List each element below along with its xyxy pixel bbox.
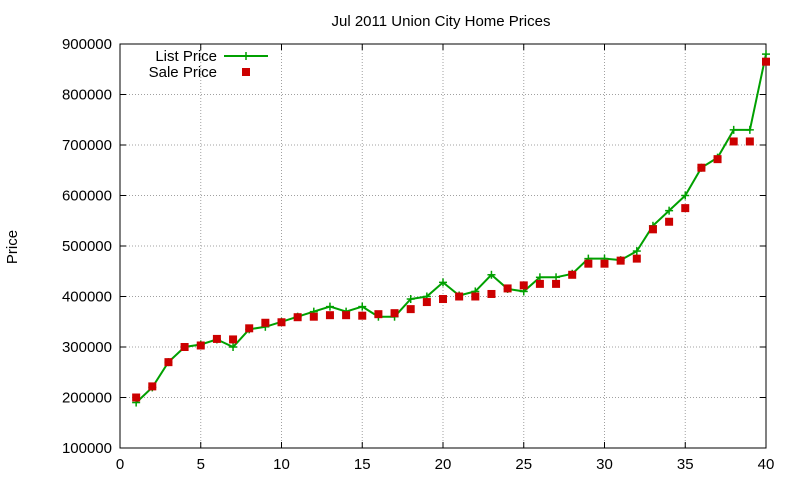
sale-price-point xyxy=(374,310,383,319)
sale-price-point xyxy=(745,137,754,146)
list-price-point xyxy=(681,191,690,200)
sale-price-point xyxy=(665,217,674,226)
series-group xyxy=(132,50,770,407)
sale-price-point xyxy=(245,324,254,333)
legend-marker-list-price xyxy=(242,52,250,60)
list-price-point xyxy=(487,270,496,279)
x-tick-label: 30 xyxy=(596,456,613,473)
list-price-point xyxy=(665,206,674,215)
axes: 0 5 10 15 20 25 30 35 40 100000 200000 300000 400000… xyxy=(62,36,774,473)
x-tick-label: 15 xyxy=(354,456,371,473)
sale-price-point xyxy=(455,292,464,301)
list-price-point xyxy=(762,50,770,59)
x-tick-label: 10 xyxy=(273,456,290,473)
sale-price-point xyxy=(471,292,480,301)
sale-price-point xyxy=(439,295,447,304)
list-price-point xyxy=(358,302,367,311)
sale-price-point xyxy=(325,311,334,320)
sale-price-point xyxy=(342,311,351,320)
sale-price-point xyxy=(552,279,561,288)
sale-price-point xyxy=(180,343,189,351)
y-tick-label: 100000 xyxy=(62,440,112,457)
y-tick-label: 300000 xyxy=(62,339,112,356)
y-axis-title: Price xyxy=(4,230,21,264)
x-tick-label: 20 xyxy=(435,456,452,473)
sale-price-point xyxy=(261,318,270,327)
list-price-point xyxy=(406,295,415,304)
sale-price-point xyxy=(713,155,722,164)
list-price-point xyxy=(632,247,641,256)
sale-price-point xyxy=(681,204,690,213)
sale-price-point xyxy=(309,312,318,321)
sale-price-point xyxy=(697,163,706,172)
list-price-point xyxy=(729,125,738,134)
sale-price-point xyxy=(422,298,431,307)
list-price-point xyxy=(229,343,238,351)
y-tick-label: 500000 xyxy=(62,238,112,255)
sale-price-point xyxy=(600,259,609,268)
list-price-point xyxy=(325,302,334,311)
y-tick-label: 800000 xyxy=(62,87,112,104)
legend: List Price Sale Price xyxy=(149,48,268,81)
x-tick-label: 25 xyxy=(515,456,532,473)
sale-price-point xyxy=(648,225,657,234)
sale-price-point xyxy=(519,281,528,290)
y-tick-label: 700000 xyxy=(62,137,112,154)
sale-price-point xyxy=(277,318,286,327)
sale-price-point xyxy=(293,313,302,322)
sale-price-point xyxy=(632,254,641,263)
y-tick-label: 900000 xyxy=(62,36,112,53)
sale-price-point xyxy=(390,309,399,318)
sale-price-point xyxy=(584,259,593,268)
list-price-point xyxy=(745,125,754,134)
list-price-line xyxy=(135,53,767,404)
legend-label-sale-price: Sale Price xyxy=(149,64,217,81)
sale-price-point xyxy=(358,311,367,320)
y-tick-label: 200000 xyxy=(62,390,112,407)
y-tick-label: 400000 xyxy=(62,289,112,306)
sale-price-point xyxy=(196,341,205,350)
list-price-point xyxy=(439,278,447,287)
grid-lines xyxy=(120,44,766,448)
sale-price-point xyxy=(406,305,415,314)
sale-price-point xyxy=(616,256,625,265)
sale-price-point xyxy=(229,335,238,344)
sale-price-point xyxy=(164,358,173,367)
x-tick-label: 5 xyxy=(197,456,205,473)
sale-price-point xyxy=(132,393,141,402)
legend-label-list-price: List Price xyxy=(155,48,217,65)
x-tick-label: 35 xyxy=(677,456,694,473)
sale-price-point xyxy=(762,57,770,66)
sale-price-point xyxy=(503,284,512,293)
legend-sample-sale-price xyxy=(242,68,250,76)
sale-price-point xyxy=(729,137,738,146)
x-tick-label: 40 xyxy=(758,456,775,473)
chart-title: Jul 2011 Union City Home Prices xyxy=(332,13,551,30)
y-tick-label: 600000 xyxy=(62,188,112,205)
sale-price-point xyxy=(568,270,577,279)
sale-price-point xyxy=(212,334,221,343)
sale-price-point xyxy=(148,382,157,391)
sale-price-point xyxy=(535,279,544,288)
sale-price-point xyxy=(487,289,496,298)
x-tick-label: 0 xyxy=(116,456,124,473)
